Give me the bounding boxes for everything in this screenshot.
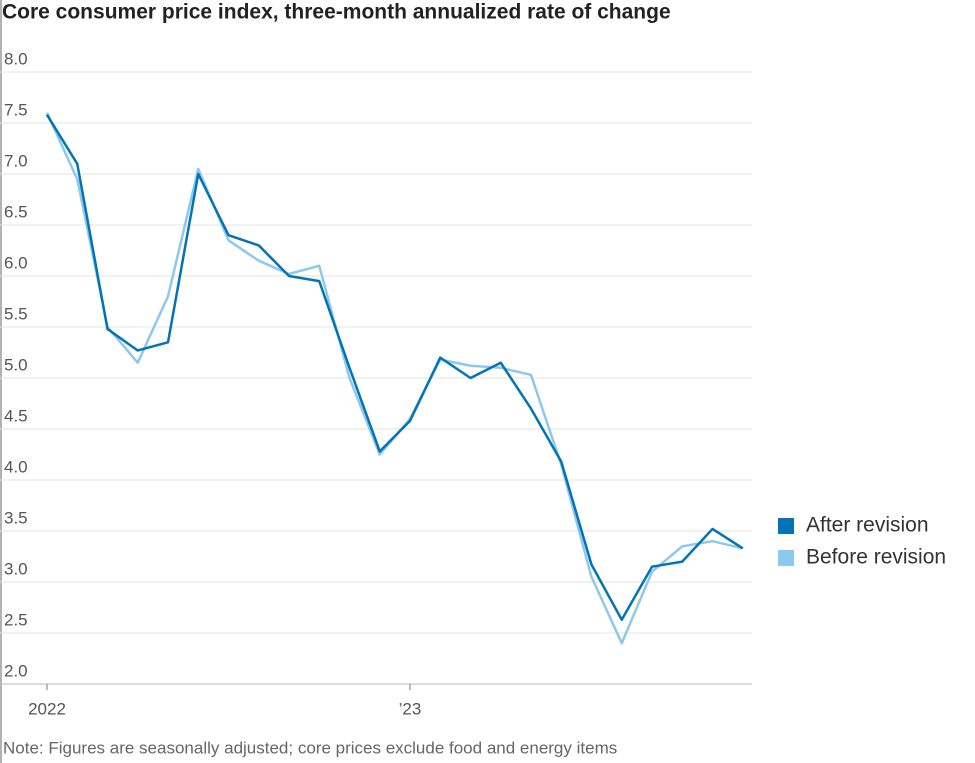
y-tick-label: 4.0 [4, 457, 28, 476]
y-tick-label: 5.5 [4, 304, 28, 323]
y-tick-label: 5.0 [4, 355, 28, 374]
series-line [45, 114, 744, 621]
x-tick-label: ’23 [399, 699, 422, 718]
y-tick-label: 2.0 [4, 661, 28, 680]
legend-swatch [778, 550, 794, 566]
y-tick-label: 7.0 [4, 151, 28, 170]
y-tick-label: 6.5 [4, 202, 28, 221]
y-tick-label: 8.0 [4, 49, 28, 68]
x-tick-label: 2022 [28, 699, 66, 718]
chart-title: Core consumer price index, three-month a… [2, 1, 671, 24]
legend-swatch [778, 518, 794, 534]
y-tick-label: 6.0 [4, 253, 28, 272]
y-tick-label: 3.0 [4, 559, 28, 578]
legend-label: After revision [806, 514, 929, 537]
chart-note: Note: Figures are seasonally adjusted; c… [3, 738, 617, 757]
y-tick-label: 4.5 [4, 406, 28, 425]
y-tick-label: 2.5 [4, 610, 28, 629]
y-tick-label: 7.5 [4, 100, 28, 119]
y-tick-label: 3.5 [4, 508, 28, 527]
legend-label: Before revision [806, 546, 946, 569]
